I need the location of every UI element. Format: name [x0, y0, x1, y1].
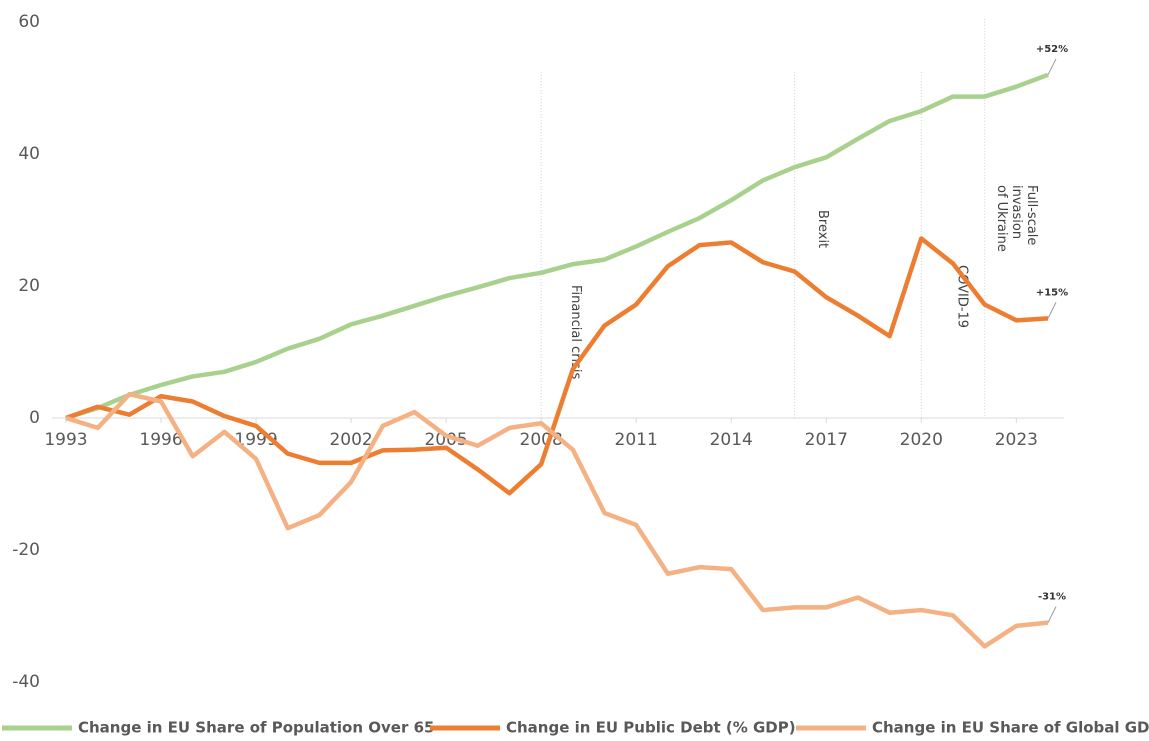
end-label: +15%	[1036, 287, 1068, 298]
y-tick-label: 20	[18, 276, 40, 296]
x-tick-label: 1993	[44, 430, 87, 450]
x-tick-label: 2002	[329, 430, 372, 450]
x-tick-label: 2023	[995, 430, 1038, 450]
x-tick-label: 2011	[615, 430, 658, 450]
end-label: -31%	[1038, 592, 1066, 603]
legend-label: Change in EU Share of Population Over 65	[78, 719, 434, 737]
end-label: +52%	[1036, 44, 1068, 55]
event-label: Brexit	[816, 210, 831, 248]
x-tick-label: 2020	[900, 430, 943, 450]
x-tick-label: 2014	[710, 430, 753, 450]
chart: -40-200204060199319961999200220052008201…	[0, 0, 1149, 737]
series-line	[66, 75, 1048, 418]
y-tick-label: 60	[18, 12, 40, 32]
x-tick-label: 2017	[805, 430, 848, 450]
event-label: Full-scaleinvasionof Ukraine	[995, 185, 1040, 252]
event-label-line: of Ukraine	[995, 185, 1010, 252]
y-tick-label: 0	[29, 408, 40, 428]
end-label-leader	[1048, 607, 1056, 623]
legend-label: Change in EU Share of Global GDP	[872, 719, 1149, 737]
series-line	[66, 238, 1048, 493]
x-tick-label: 1996	[139, 430, 182, 450]
end-label-leader	[1048, 302, 1056, 318]
event-label-line: Full-scale	[1025, 185, 1040, 245]
end-label-leader	[1048, 59, 1056, 75]
y-tick-label: 40	[18, 144, 40, 164]
y-tick-label: -40	[12, 672, 40, 692]
event-label-line: invasion	[1010, 185, 1025, 239]
y-tick-label: -20	[12, 540, 40, 560]
event-label-line: Brexit	[816, 210, 831, 248]
legend-label: Change in EU Public Debt (% GDP)	[506, 719, 796, 737]
